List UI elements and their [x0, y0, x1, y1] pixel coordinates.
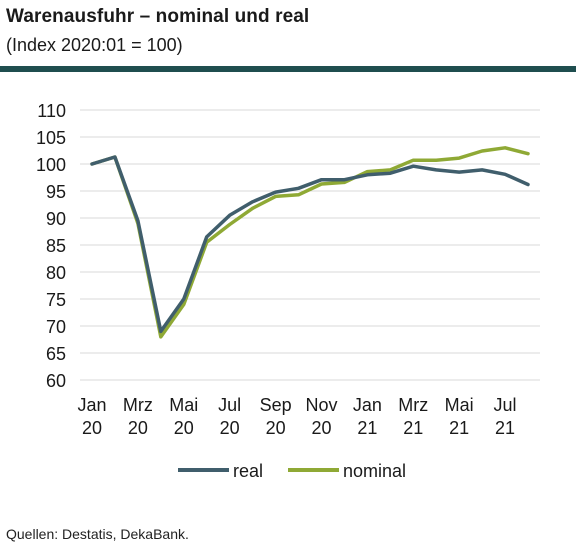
legend-label-real: real	[233, 461, 263, 481]
x-tick-year: 20	[311, 418, 331, 438]
x-tick-year: 21	[449, 418, 469, 438]
series-lines	[90, 146, 530, 339]
legend-label-nominal: nominal	[343, 461, 406, 481]
y-tick-label: 80	[46, 263, 66, 283]
x-tick-year: 21	[357, 418, 377, 438]
line-chart: 110 105 100 95 90 85 80 75 70 65 60 Jan 20 Mrz 20 Mai 2…	[36, 101, 540, 481]
y-tick-label: 60	[46, 371, 66, 391]
y-tick-label: 95	[46, 182, 66, 202]
chart-title: Warenausfuhr – nominal und real	[6, 6, 310, 27]
x-tick-month: Sep	[260, 395, 292, 415]
legend: real nominal	[178, 461, 406, 481]
x-tick-year: 21	[403, 418, 423, 438]
y-tick-label: 100	[36, 155, 66, 175]
gridlines	[80, 109, 540, 381]
x-tick-month: Mrz	[123, 395, 153, 415]
x-tick-month: Mai	[169, 395, 198, 415]
y-tick-label: 65	[46, 344, 66, 364]
x-tick-month: Jul	[494, 395, 517, 415]
x-tick-year: 21	[495, 418, 515, 438]
series-line-nominal	[90, 146, 530, 339]
x-tick-month: Mai	[445, 395, 474, 415]
x-axis-ticks: Jan 20 Mrz 20 Mai 20 Jul 20 Sep 20 Nov 20 Jan 21 Mrz 21…	[77, 395, 516, 438]
x-tick-year: 20	[82, 418, 102, 438]
x-tick-month: Jan	[77, 395, 106, 415]
x-tick-year: 20	[266, 418, 286, 438]
x-tick-year: 20	[174, 418, 194, 438]
y-tick-label: 105	[36, 128, 66, 148]
source-note: Quellen: Destatis, DekaBank.	[6, 526, 189, 542]
y-axis-ticks: 110 105 100 95 90 85 80 75 70 65 60	[36, 101, 66, 391]
chart-subtitle: (Index 2020:01 = 100)	[6, 35, 183, 55]
y-tick-label: 90	[46, 209, 66, 229]
x-tick-year: 20	[128, 418, 148, 438]
y-tick-label: 85	[46, 236, 66, 256]
x-tick-year: 20	[220, 418, 240, 438]
y-tick-label: 110	[37, 101, 66, 121]
y-tick-label: 75	[46, 290, 66, 310]
series-line-real	[90, 155, 530, 334]
title-divider	[0, 66, 576, 72]
x-tick-month: Nov	[305, 395, 337, 415]
x-tick-month: Mrz	[398, 395, 428, 415]
x-tick-month: Jan	[353, 395, 382, 415]
x-tick-month: Jul	[218, 395, 241, 415]
y-tick-label: 70	[46, 317, 66, 337]
